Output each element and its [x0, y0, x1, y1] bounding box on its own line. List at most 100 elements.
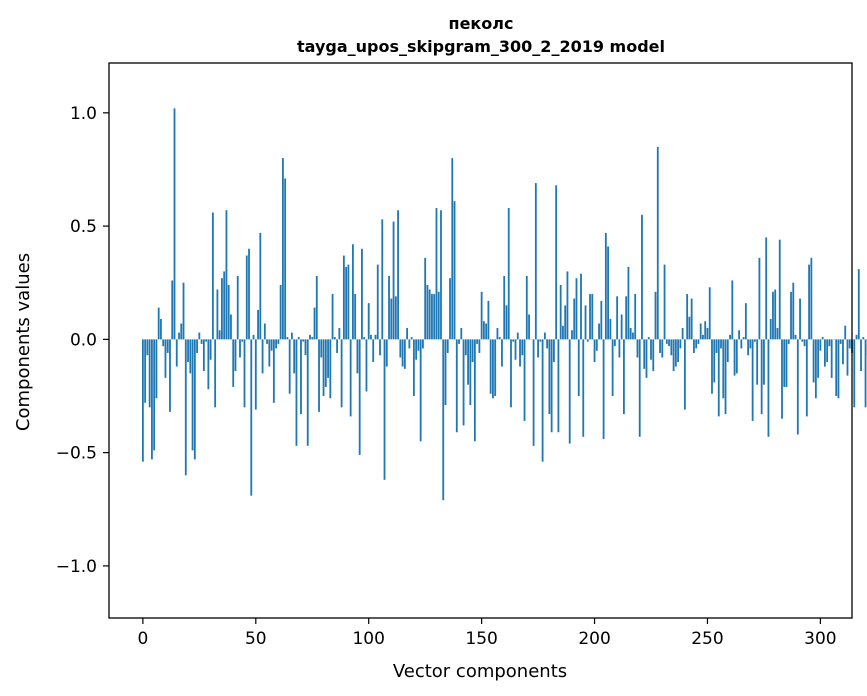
bar-component-124 [422, 339, 424, 349]
bar-component-188 [566, 271, 569, 340]
bar-component-228 [656, 146, 659, 340]
bar-series [141, 108, 867, 501]
bar-component-83 [329, 339, 332, 399]
bar-component-251 [708, 287, 711, 340]
bar-component-84 [331, 294, 334, 340]
bar-component-142 [462, 339, 465, 426]
bar-component-151 [482, 321, 485, 340]
bar-component-258 [724, 339, 727, 415]
bar-component-116 [403, 339, 406, 369]
bar-component-202 [598, 323, 600, 340]
bar-component-150 [480, 291, 483, 340]
bar-component-22 [191, 339, 194, 451]
bar-component-27 [202, 339, 205, 372]
bar-component-114 [399, 339, 402, 358]
bar-component-218 [634, 294, 637, 340]
bar-component-113 [397, 210, 399, 340]
bar-component-263 [735, 339, 738, 374]
bar-component-231 [663, 264, 666, 340]
bar-component-21 [189, 339, 192, 374]
bar-component-59 [275, 339, 278, 349]
bar-component-190 [571, 330, 573, 340]
bar-component-19 [184, 339, 187, 476]
bar-component-296 [810, 257, 813, 340]
bar-component-208 [611, 339, 614, 396]
bar-component-163 [510, 339, 512, 408]
bar-component-223 [645, 339, 648, 378]
bar-component-240 [683, 339, 686, 410]
bar-component-235 [672, 339, 675, 372]
bar-component-133 [442, 339, 445, 501]
bar-component-39 [230, 314, 232, 340]
bar-component-35 [221, 278, 223, 340]
x-tick-label: 250 [691, 629, 723, 649]
bar-component-105 [379, 339, 381, 356]
bar-component-194 [580, 273, 582, 340]
bar-component-265 [740, 339, 743, 349]
bar-component-47 [248, 248, 250, 340]
bar-component-6 [155, 339, 158, 399]
bar-component-77 [315, 275, 318, 340]
bar-component-164 [512, 339, 515, 342]
bar-component-211 [618, 339, 621, 358]
bar-component-34 [218, 330, 221, 340]
bar-component-155 [492, 339, 494, 399]
bar-component-173 [532, 339, 535, 446]
bar-component-79 [320, 339, 323, 358]
bar-component-234 [670, 339, 673, 356]
bar-component-261 [731, 280, 734, 340]
bar-component-299 [817, 339, 820, 378]
bar-component-288 [792, 282, 795, 340]
bar-component-117 [406, 328, 409, 340]
bar-component-129 [433, 294, 436, 340]
bar-component-56 [268, 339, 271, 367]
bar-component-275 [763, 339, 765, 385]
bar-component-219 [636, 339, 639, 358]
bar-component-102 [372, 339, 375, 363]
bar-component-119 [410, 337, 413, 340]
bar-component-292 [801, 339, 804, 342]
bar-component-141 [460, 328, 463, 340]
bar-component-221 [641, 214, 643, 340]
bar-component-9 [162, 339, 165, 347]
bar-component-241 [686, 294, 689, 340]
bar-component-93 [352, 244, 354, 340]
bar-component-127 [428, 289, 431, 340]
y-tick-label: −0.5 [56, 444, 97, 464]
bar-component-236 [674, 339, 677, 367]
bar-component-33 [216, 289, 219, 340]
bar-component-310 [842, 339, 844, 365]
bar-component-90 [345, 266, 348, 340]
bar-component-57 [270, 339, 273, 351]
bar-component-55 [266, 339, 268, 344]
bar-component-40 [232, 339, 235, 387]
bar-component-37 [225, 210, 228, 340]
bar-component-147 [473, 339, 476, 442]
x-tick-label: 100 [352, 629, 384, 649]
bar-component-128 [431, 294, 433, 340]
bar-component-279 [772, 291, 774, 340]
bar-component-255 [717, 339, 720, 417]
bar-component-13 [171, 280, 174, 340]
bar-component-96 [358, 339, 361, 455]
bar-component-16 [178, 332, 180, 340]
bar-component-12 [169, 339, 171, 412]
bar-component-312 [846, 339, 849, 376]
bar-component-283 [781, 339, 783, 419]
bar-component-87 [338, 328, 341, 340]
bar-component-204 [602, 339, 605, 440]
bar-component-245 [695, 339, 698, 349]
bar-component-100 [367, 303, 370, 340]
bar-component-25 [198, 332, 201, 340]
bar-component-238 [679, 339, 682, 349]
y-tick-label: 0.0 [70, 330, 97, 350]
bar-component-175 [537, 339, 539, 358]
bar-component-237 [677, 339, 680, 363]
bar-component-274 [760, 339, 763, 415]
bar-component-81 [324, 339, 327, 387]
bar-component-5 [153, 339, 156, 451]
bar-component-192 [575, 278, 578, 340]
bar-component-199 [591, 294, 594, 340]
bar-component-136 [449, 278, 451, 340]
bar-component-214 [625, 296, 628, 340]
